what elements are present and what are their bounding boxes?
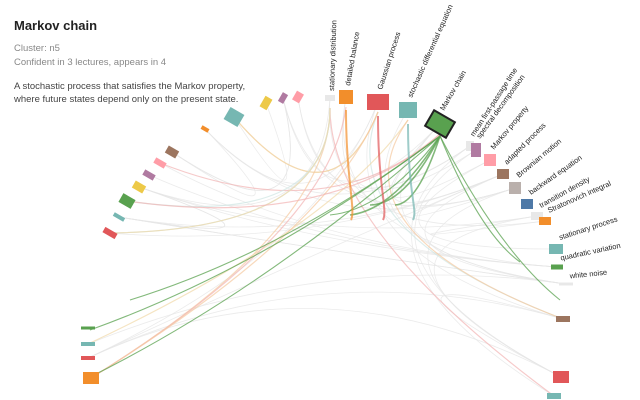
node-stationary-distribution[interactable] <box>325 95 335 101</box>
node-label-stationary-distribution: stationary distribution <box>327 20 338 91</box>
background-edge <box>282 97 516 207</box>
focus-edge <box>87 135 441 379</box>
background-edge <box>138 186 538 229</box>
background-edge <box>389 123 491 198</box>
focus-edge <box>345 109 354 221</box>
node-sde[interactable] <box>399 102 417 118</box>
node-detailed-balance[interactable] <box>339 90 353 104</box>
ring-node[interactable] <box>118 193 136 209</box>
background-edge <box>411 145 555 397</box>
node-label-gaussian-process: Gaussian process <box>375 31 402 91</box>
background-edge <box>109 107 331 234</box>
node-label-detailed-balance: detailed balance <box>343 31 361 86</box>
node-quadratic-variation[interactable] <box>551 264 563 270</box>
background-edge <box>233 102 288 181</box>
background-edge <box>384 109 567 285</box>
background-edge <box>424 173 567 285</box>
node-transition-density[interactable] <box>531 212 543 220</box>
node-label-sde: stochastic differential equation <box>406 3 455 99</box>
ring-node[interactable] <box>112 212 126 222</box>
ring-node[interactable] <box>259 95 273 111</box>
focus-edge <box>439 135 521 263</box>
focus-edge <box>129 135 441 301</box>
node-label-white-noise: white noise <box>568 268 607 281</box>
background-edge <box>87 101 379 359</box>
focus-edge <box>394 135 441 206</box>
node-ring <box>81 90 573 399</box>
concept-description: A stochastic process that satisfies the … <box>14 81 246 105</box>
background-edge <box>90 107 331 379</box>
node-spectral-decomposition[interactable] <box>471 143 481 157</box>
node-adapted-process[interactable] <box>497 169 509 179</box>
ring-node[interactable] <box>153 157 167 169</box>
ring-node[interactable] <box>131 180 147 194</box>
ring-node[interactable] <box>556 316 570 322</box>
background-edge <box>329 107 555 397</box>
focus-edge <box>349 135 441 216</box>
node-brownian-motion[interactable] <box>509 182 521 194</box>
focus-edge <box>377 115 386 221</box>
background-edge <box>233 111 379 173</box>
background-edge <box>427 187 562 378</box>
node-labels: stationary distribution detailed balance G… <box>327 3 621 280</box>
background-edge <box>87 274 567 345</box>
background-edge <box>109 173 504 237</box>
info-panel: Markov chain Cluster: n5 Confident in 3 … <box>14 18 250 106</box>
ring-node[interactable] <box>200 125 210 133</box>
node-mean-first-passage[interactable] <box>466 141 474 151</box>
focus-edge <box>407 123 416 221</box>
node-gaussian-process[interactable] <box>367 94 389 110</box>
background-edge <box>387 119 564 320</box>
background-edge <box>138 186 558 268</box>
ring-node[interactable] <box>164 145 180 159</box>
node-white-noise[interactable] <box>559 282 573 286</box>
background-edge <box>87 291 564 359</box>
background-edge <box>126 107 331 208</box>
focus-edge <box>329 135 441 216</box>
background-edge <box>138 97 331 206</box>
ring-node[interactable] <box>277 92 289 104</box>
background-edges <box>87 96 567 397</box>
ring-node[interactable] <box>547 393 561 399</box>
ring-node[interactable] <box>553 371 569 383</box>
node-stationary-process[interactable] <box>549 244 563 254</box>
node-label-stationary-process: stationary process <box>558 214 619 241</box>
background-edge <box>159 162 558 268</box>
node-label-markov-chain: Markov chain <box>438 69 468 112</box>
concept-title: Markov chain <box>14 18 98 33</box>
background-edge <box>109 107 331 234</box>
background-edge <box>87 308 562 378</box>
node-markov-property[interactable] <box>484 154 496 166</box>
background-edge <box>418 159 557 250</box>
background-edge <box>171 97 291 191</box>
focus-edges <box>87 109 561 379</box>
background-edge <box>366 101 564 320</box>
focus-edge <box>369 135 441 206</box>
node-stratonovich-integral[interactable] <box>539 217 551 225</box>
node-markov-chain[interactable] <box>423 108 457 140</box>
ring-node[interactable] <box>292 90 304 104</box>
background-edge <box>440 294 564 378</box>
ring-node[interactable] <box>81 326 95 330</box>
background-edge <box>118 186 226 229</box>
background-edge <box>282 97 441 182</box>
background-edge <box>171 128 256 197</box>
ring-node[interactable] <box>142 169 156 181</box>
node-label-quadratic-variation: quadratic variation <box>560 241 622 263</box>
ring-node[interactable] <box>223 106 245 128</box>
ring-node[interactable] <box>83 372 99 384</box>
background-edge <box>90 111 379 379</box>
background-edge <box>343 96 558 268</box>
background-edge <box>118 216 567 285</box>
cluster-text: Cluster: n5 <box>14 43 60 54</box>
focus-edge <box>439 135 561 301</box>
focus-edge <box>89 135 441 331</box>
ring-node[interactable] <box>81 342 95 346</box>
node-backward-equation[interactable] <box>521 199 533 209</box>
confidence-text: Confident in 3 lectures, appears in 4 <box>14 57 167 68</box>
ring-node[interactable] <box>81 356 95 360</box>
background-edge <box>233 111 379 173</box>
ring-node[interactable] <box>102 226 118 240</box>
